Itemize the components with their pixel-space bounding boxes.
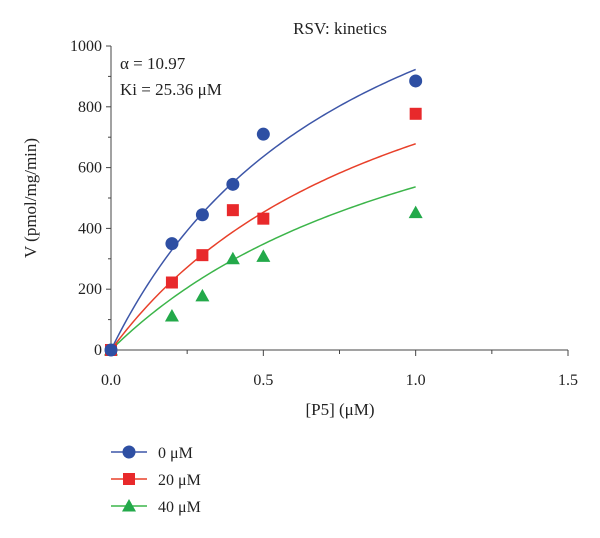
y-tick-label: 600 <box>78 160 102 177</box>
data-point-series-2 <box>256 249 271 262</box>
data-point-series-0 <box>195 208 209 222</box>
data-point-series-0 <box>409 74 423 88</box>
x-tick-label: 0.0 <box>101 372 121 389</box>
data-point-series-2 <box>408 205 423 219</box>
y-axis-label: V (pmol/mg/min) <box>21 138 40 258</box>
y-tick-label: 400 <box>78 220 102 237</box>
data-point-series-1 <box>409 107 422 120</box>
x-axis-label: [P5] (μM) <box>305 400 374 419</box>
x-tick-label: 1.0 <box>406 372 426 389</box>
legend-marker <box>122 499 136 512</box>
data-markers <box>104 74 423 357</box>
x-tick-label: 0.5 <box>253 372 273 389</box>
plot-area: 0 200 400 600 800 1000 0.0 0.5 1.0 1.5 <box>70 38 578 389</box>
data-point-series-1 <box>196 249 209 262</box>
data-point-series-1 <box>165 276 178 289</box>
data-point-series-0 <box>256 127 270 141</box>
data-point-series-1 <box>257 212 270 225</box>
data-point-series-2 <box>195 288 210 302</box>
y-tick-label: 800 <box>78 99 102 116</box>
alpha-annotation: α = 10.97 <box>120 54 186 73</box>
data-point-series-0 <box>104 343 118 357</box>
legend-label: 40 μM <box>158 499 201 516</box>
fit-curve-series-1 <box>110 143 416 351</box>
data-point-series-2 <box>225 251 240 265</box>
x-tick-label: 1.5 <box>558 372 578 389</box>
data-point-series-0 <box>226 177 240 191</box>
legend: 0 μM 20 μM 40 μM <box>111 445 201 516</box>
y-tick-label: 0 <box>94 342 102 359</box>
legend-label: 20 μM <box>158 472 201 489</box>
ki-annotation: Ki = 25.36 μM <box>120 80 222 99</box>
x-ticks: 0.0 0.5 1.0 1.5 <box>101 350 578 389</box>
fit-curves <box>110 68 416 351</box>
data-point-series-0 <box>165 237 179 251</box>
y-tick-label: 200 <box>78 281 102 298</box>
data-point-series-1 <box>226 204 239 217</box>
fit-curve-series-2 <box>110 186 416 351</box>
data-point-series-2 <box>164 308 179 322</box>
legend-label: 0 μM <box>158 445 193 462</box>
y-tick-label: 1000 <box>70 38 102 55</box>
legend-marker <box>123 473 135 485</box>
chart-title: RSV: kinetics <box>293 19 387 38</box>
y-ticks: 0 200 400 600 800 1000 <box>70 38 111 359</box>
fit-curve-series-0 <box>110 68 416 351</box>
legend-marker <box>122 445 136 459</box>
